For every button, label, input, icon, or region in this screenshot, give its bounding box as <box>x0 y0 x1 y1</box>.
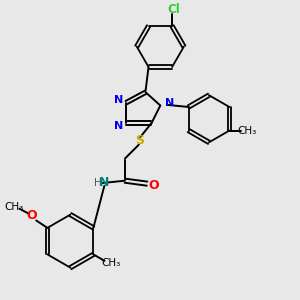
Text: S: S <box>135 134 144 147</box>
Text: CH₃: CH₃ <box>5 202 24 212</box>
Text: N: N <box>99 176 110 189</box>
Text: CH₃: CH₃ <box>101 258 121 268</box>
Text: CH₃: CH₃ <box>238 126 257 136</box>
Text: Cl: Cl <box>167 2 180 16</box>
Text: N: N <box>164 98 174 108</box>
Text: H: H <box>94 178 101 188</box>
Text: N: N <box>113 121 123 130</box>
Text: O: O <box>26 209 37 222</box>
Text: N: N <box>113 95 123 105</box>
Text: O: O <box>148 178 159 192</box>
